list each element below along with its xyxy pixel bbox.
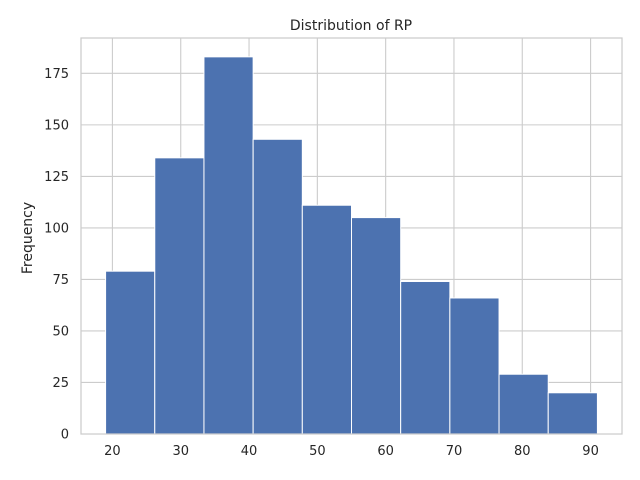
y-tick-label: 0 — [61, 428, 69, 443]
x-tick-label: 90 — [582, 444, 599, 459]
histogram-bar — [449, 297, 500, 435]
y-tick-label: 125 — [44, 170, 69, 185]
x-tick-label: 60 — [377, 444, 394, 459]
histogram-bar — [498, 373, 549, 435]
y-tick-label: 50 — [52, 324, 69, 339]
x-tick-label: 40 — [241, 444, 258, 459]
histogram-bar — [105, 270, 156, 435]
x-tick-label: 30 — [172, 444, 189, 459]
x-tick-label: 80 — [514, 444, 531, 459]
histogram-bar — [252, 138, 303, 435]
histogram-bar — [203, 56, 254, 435]
histogram-bar — [547, 392, 598, 435]
y-tick-label: 75 — [52, 273, 69, 288]
histogram-bars — [105, 56, 598, 435]
y-tick-label: 150 — [44, 118, 69, 133]
y-tick-label: 100 — [44, 221, 69, 236]
histogram-bar — [400, 280, 451, 435]
y-axis-label: Frequency — [20, 202, 36, 274]
y-tick-label: 175 — [44, 67, 69, 82]
plot-frame — [80, 37, 623, 435]
y-tick-label: 25 — [52, 376, 69, 391]
x-tick-label: 70 — [446, 444, 463, 459]
y-axis-ticks: 0 25 50 75 100 125 150 175 — [44, 67, 69, 443]
chart-title: Distribution of RP — [290, 18, 412, 34]
histogram-bar — [154, 157, 205, 435]
histogram-bar — [301, 204, 352, 435]
x-tick-label: 20 — [104, 444, 121, 459]
x-axis-ticks: 20 30 40 50 60 70 80 90 — [104, 444, 599, 459]
histogram-bar — [351, 217, 402, 435]
x-tick-label: 50 — [309, 444, 326, 459]
